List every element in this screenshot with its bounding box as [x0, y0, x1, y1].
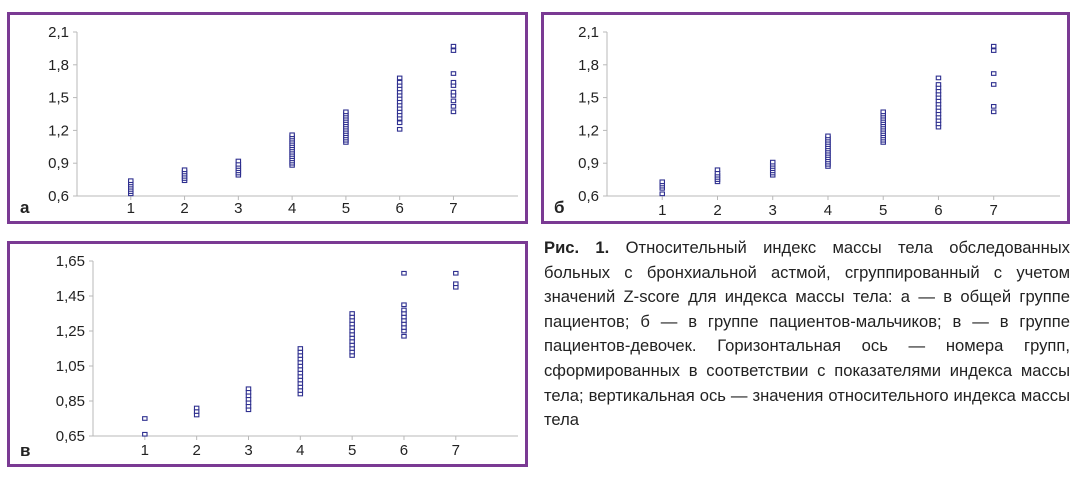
- x-tick-label: 7: [452, 442, 460, 459]
- x-tick-label: 4: [824, 202, 832, 219]
- x-tick-label: 3: [769, 202, 777, 219]
- data-point: [935, 82, 942, 87]
- data-point: [142, 431, 148, 437]
- data-point: [396, 120, 403, 126]
- y-tick-label: 0,6: [48, 188, 69, 205]
- y-tick-label: 1,8: [578, 57, 599, 74]
- y-tick-label: 1,2: [578, 122, 599, 139]
- data-point: [935, 75, 942, 81]
- y-tick-label: 2,1: [48, 24, 69, 41]
- x-tick-label: 7: [990, 202, 998, 219]
- data-point: [990, 43, 997, 49]
- y-tick-label: 0,9: [578, 155, 599, 172]
- x-tick-label: 2: [180, 200, 188, 217]
- chart-panel-c: 0,65 0,85 1,05 1,25 1,45 1,65 1 2 3 4 5 6 7 в: [7, 241, 528, 467]
- data-point: [396, 79, 403, 85]
- data-point: [990, 71, 997, 76]
- y-tick-label: 1,8: [48, 57, 69, 74]
- data-point: [235, 158, 242, 164]
- scatter-plot-b: 0,6 0,9 1,2 1,5 1,8 2,1 1 2 3 4 5 6 7 б: [554, 24, 1060, 219]
- x-tick-label: 6: [400, 442, 408, 459]
- figure-caption: Рис. 1. Относительный индекс массы тела …: [544, 236, 1070, 433]
- chart-panel-a: 0,6 0,9 1,2 1,5 1,8 2,1 1 2 3 4 5 6 7 а: [7, 12, 528, 224]
- data-point: [193, 405, 200, 411]
- scatter-plot-a: 0,6 0,9 1,2 1,5 1,8 2,1 1 2 3 4 5 6 7 а: [20, 24, 518, 217]
- data-point: [401, 270, 407, 276]
- y-tick-label: 1,65: [56, 253, 85, 270]
- data-point: [659, 179, 665, 185]
- y-tick-label: 1,05: [56, 358, 85, 375]
- data-point: [450, 98, 457, 104]
- data-point: [450, 48, 457, 53]
- figure-caption-text: Относительный индекс массы тела обследов…: [544, 238, 1070, 430]
- x-tick-label: 7: [449, 200, 457, 217]
- x-tick-label: 4: [296, 442, 304, 459]
- data-point: [450, 109, 457, 115]
- data-point: [450, 43, 457, 49]
- data-point: [142, 416, 148, 421]
- y-tick-label: 2,1: [578, 24, 599, 41]
- y-tick-label: 0,6: [578, 188, 599, 205]
- y-tick-label: 1,2: [48, 122, 69, 139]
- data-point: [714, 167, 721, 173]
- data-point: [450, 89, 457, 95]
- data-point: [990, 48, 997, 53]
- data-point: [128, 178, 134, 184]
- x-tick-label: 2: [192, 442, 200, 459]
- data-point: [401, 307, 407, 313]
- x-tick-label: 4: [288, 200, 296, 217]
- y-tick-label: 1,5: [48, 90, 69, 107]
- data-point: [450, 79, 457, 85]
- x-tick-label: 1: [127, 200, 135, 217]
- y-tick-label: 0,85: [56, 393, 85, 410]
- y-tick-label: 1,5: [578, 90, 599, 107]
- data-point: [450, 103, 457, 109]
- y-tick-label: 0,9: [48, 155, 69, 172]
- x-tick-label: 1: [658, 202, 666, 219]
- data-point: [289, 132, 295, 138]
- panel-label: а: [20, 198, 30, 217]
- data-point: [825, 133, 831, 139]
- data-point: [401, 302, 407, 308]
- y-tick-label: 0,65: [56, 428, 85, 445]
- x-tick-label: 1: [141, 442, 149, 459]
- data-point: [245, 386, 252, 392]
- data-point: [450, 71, 457, 76]
- data-point: [453, 270, 459, 276]
- x-tick-label: 3: [234, 200, 242, 217]
- scatter-plot-c: 0,65 0,85 1,05 1,25 1,45 1,65 1 2 3 4 5 6 7 в: [20, 253, 518, 460]
- y-tick-label: 1,25: [56, 323, 85, 340]
- data-point: [990, 109, 997, 115]
- data-point: [880, 109, 886, 115]
- x-tick-label: 5: [879, 202, 887, 219]
- chart-panel-b: 0,6 0,9 1,2 1,5 1,8 2,1 1 2 3 4 5 6 7 б: [541, 12, 1070, 224]
- x-tick-label: 2: [713, 202, 721, 219]
- x-tick-label: 6: [396, 200, 404, 217]
- panel-label: б: [554, 198, 565, 217]
- x-tick-label: 3: [244, 442, 252, 459]
- data-point: [396, 126, 403, 132]
- data-point: [349, 311, 355, 316]
- x-tick-label: 5: [348, 442, 356, 459]
- data-point: [343, 109, 349, 115]
- x-tick-label: 5: [342, 200, 350, 217]
- data-point: [659, 191, 665, 197]
- data-point: [990, 82, 997, 87]
- data-point: [297, 346, 304, 351]
- data-point: [396, 75, 403, 81]
- data-point: [990, 103, 997, 109]
- figure-label: Рис. 1.: [544, 238, 610, 257]
- data-point: [453, 281, 459, 287]
- y-tick-label: 1,45: [56, 288, 85, 305]
- data-point: [181, 167, 188, 173]
- x-tick-label: 6: [934, 202, 942, 219]
- panel-label: в: [20, 441, 30, 460]
- data-point: [769, 159, 776, 165]
- data-point: [401, 333, 407, 339]
